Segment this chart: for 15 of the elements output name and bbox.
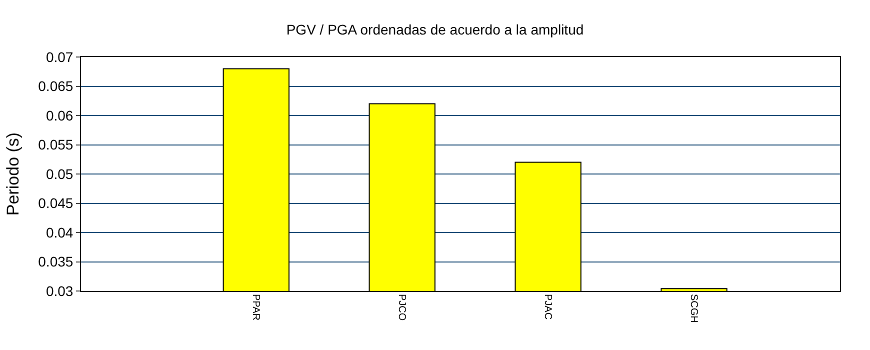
x-tick-label: PJAC — [542, 294, 553, 320]
chart-title: PGV / PGA ordenadas de acuerdo a la amplitud — [286, 21, 584, 38]
y-tick-label: 0.035 — [38, 254, 74, 270]
y-tick-label: 0.055 — [38, 136, 74, 153]
y-axis-title: Periodo (s) — [4, 132, 23, 216]
y-tick-label: 0.045 — [38, 195, 74, 212]
x-tick-label: PPAR — [250, 294, 261, 320]
x-tick-label: SCGH — [688, 294, 699, 323]
y-tick-label: 0.065 — [38, 78, 74, 94]
y-tick-label: 0.07 — [46, 48, 74, 65]
x-tick-label: PJCO — [396, 294, 407, 321]
y-tick-label: 0.04 — [46, 224, 74, 240]
y-tick-label: 0.05 — [46, 166, 74, 182]
y-tick-label: 0.03 — [46, 282, 74, 299]
y-tick-label: 0.06 — [46, 107, 74, 124]
